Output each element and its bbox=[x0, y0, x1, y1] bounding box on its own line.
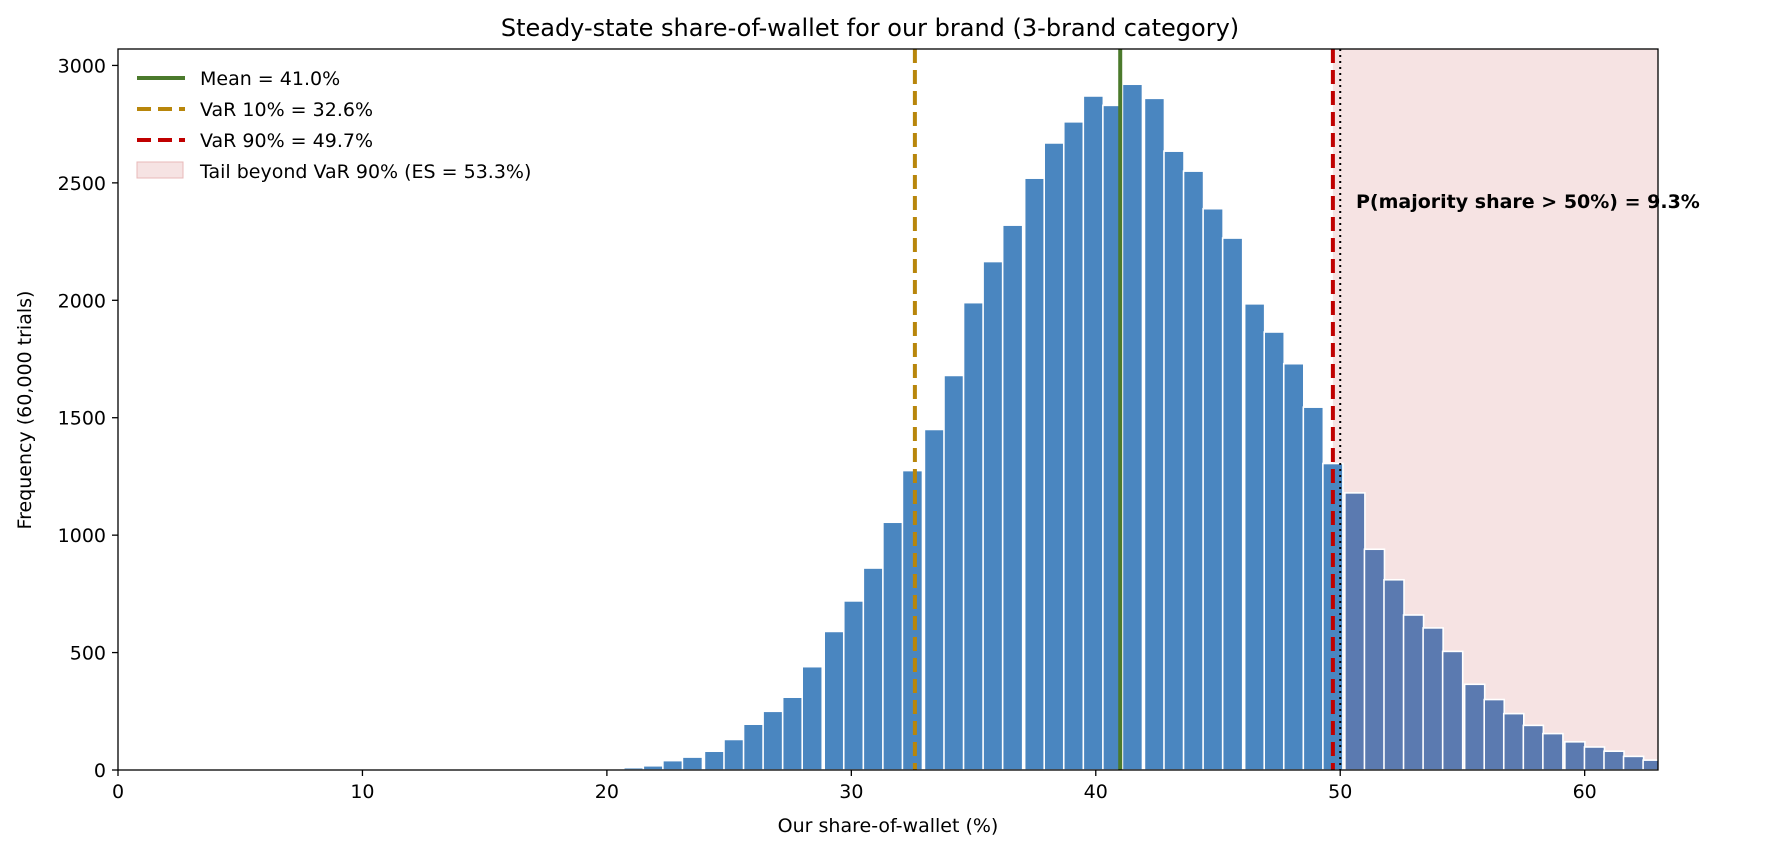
histogram-bar bbox=[1422, 627, 1444, 770]
y-tick-label: 0 bbox=[94, 760, 106, 782]
y-tick-label: 2000 bbox=[58, 290, 106, 312]
histogram-bar bbox=[1542, 732, 1564, 770]
histogram-bar bbox=[1121, 83, 1144, 770]
histogram-bar bbox=[862, 567, 885, 770]
histogram-bar bbox=[962, 301, 985, 770]
histogram-bar bbox=[1642, 759, 1658, 770]
histogram-bars bbox=[622, 83, 1683, 770]
histogram-bar bbox=[1502, 712, 1525, 770]
y-tick-label: 500 bbox=[70, 643, 106, 665]
histogram-bar bbox=[882, 521, 904, 770]
reference-lines bbox=[912, 49, 1342, 770]
legend-var10-label: VaR 10% = 32.6% bbox=[200, 99, 373, 121]
histogram-bar bbox=[1383, 578, 1405, 770]
x-tick-label: 10 bbox=[350, 781, 374, 803]
x-axis: 0 10 20 30 40 50 60 bbox=[112, 770, 1597, 803]
histogram-bar bbox=[1182, 170, 1205, 770]
histogram-bar bbox=[1402, 614, 1425, 770]
histogram-bar bbox=[1483, 698, 1506, 770]
histogram-bar bbox=[1023, 177, 1046, 770]
legend-tail-label: Tail beyond VaR 90% (ES = 53.3%) bbox=[199, 161, 531, 183]
y-tick-label: 3000 bbox=[58, 55, 106, 77]
histogram-bar bbox=[723, 738, 745, 770]
histogram-bar bbox=[1263, 331, 1286, 770]
histogram-bar bbox=[1202, 207, 1224, 770]
majority-probability-annotation: P(majority share > 50%) = 9.3% bbox=[1356, 191, 1700, 213]
histogram-bar bbox=[1243, 303, 1266, 770]
x-tick-label: 40 bbox=[1084, 781, 1108, 803]
histogram-bar bbox=[923, 428, 946, 770]
y-axis: 0 500 1000 1500 2000 2500 3000 bbox=[58, 55, 118, 782]
histogram-bar bbox=[1463, 683, 1486, 770]
y-axis-label: Frequency (60,000 trials) bbox=[14, 291, 36, 530]
histogram-bar bbox=[1564, 741, 1586, 770]
histogram-bar bbox=[823, 630, 846, 770]
histogram-bar bbox=[742, 723, 765, 770]
plot-frame bbox=[117, 48, 1659, 771]
legend-mean-label: Mean = 41.0% bbox=[200, 68, 340, 90]
histogram-bar bbox=[842, 600, 865, 770]
x-tick-label: 50 bbox=[1328, 781, 1352, 803]
histogram-bar bbox=[703, 750, 726, 770]
histogram-bar bbox=[781, 696, 804, 770]
histogram-bar bbox=[1001, 224, 1024, 770]
histogram-bar bbox=[801, 665, 824, 770]
legend: Mean = 41.0% VaR 10% = 32.6% VaR 90% = 4… bbox=[136, 68, 531, 183]
histogram-bar bbox=[1344, 492, 1366, 770]
histogram-bar bbox=[1522, 724, 1545, 770]
histogram-bar bbox=[1622, 755, 1645, 770]
histogram-bar bbox=[982, 260, 1004, 770]
histogram-bar bbox=[1441, 650, 1464, 770]
histogram-bar bbox=[1583, 746, 1606, 770]
histogram-bar bbox=[762, 710, 784, 770]
histogram-bar bbox=[1062, 121, 1085, 770]
x-tick-label: 60 bbox=[1573, 781, 1597, 803]
legend-tail-swatch bbox=[136, 161, 184, 179]
histogram-bar bbox=[1221, 237, 1244, 770]
histogram-bar bbox=[943, 374, 965, 770]
histogram-bar bbox=[681, 756, 704, 770]
histogram-bar bbox=[1043, 142, 1066, 770]
legend-var90-label: VaR 90% = 49.7% bbox=[200, 130, 373, 152]
y-tick-label: 2500 bbox=[58, 173, 106, 195]
histogram-bar bbox=[1663, 749, 1683, 770]
chart-title: Steady-state share-of-wallet for our bra… bbox=[501, 14, 1239, 42]
histogram-bar bbox=[1082, 95, 1105, 770]
histogram-bar bbox=[1143, 97, 1166, 770]
histogram-bar bbox=[1282, 362, 1305, 770]
x-tick-label: 20 bbox=[595, 781, 619, 803]
histogram-bar bbox=[1363, 548, 1386, 770]
y-tick-label: 1000 bbox=[58, 525, 106, 547]
x-tick-label: 30 bbox=[839, 781, 863, 803]
histogram-bar bbox=[1302, 406, 1325, 770]
y-tick-label: 1500 bbox=[58, 408, 106, 430]
histogram-bar bbox=[901, 469, 924, 770]
histogram-bar bbox=[662, 759, 684, 770]
x-axis-label: Our share-of-wallet (%) bbox=[778, 815, 999, 837]
histogram-bar bbox=[1163, 150, 1185, 770]
histogram-bar bbox=[1603, 750, 1625, 770]
x-tick-label: 0 bbox=[112, 781, 124, 803]
